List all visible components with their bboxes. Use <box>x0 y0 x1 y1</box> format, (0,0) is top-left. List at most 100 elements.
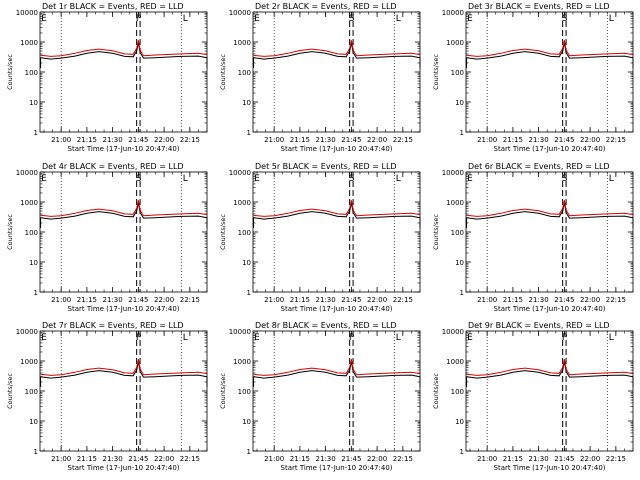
x-axis-label: Start Time (17-Jun-10 20:47:40) <box>281 305 393 313</box>
panel-det-7: Det 7r BLACK = Events, RED = LLD 1 10 100 10… <box>6 321 208 472</box>
x-tick-label: 21:30 <box>103 296 123 304</box>
y-tick-label: 10000 <box>229 328 251 336</box>
marker-letter: E <box>41 333 47 343</box>
x-axis-label: Start Time (17-Jun-10 20:47:40) <box>68 305 180 313</box>
x-axis-label: Start Time (17-Jun-10 20:47:40) <box>68 145 180 153</box>
panel-title: Det 9r BLACK = Events, RED = LLD <box>468 321 610 330</box>
panel-det-5: Det 5r BLACK = Events, RED = LLD 1 10 100 10… <box>219 162 421 313</box>
panel-title: Det 8r BLACK = Events, RED = LLD <box>255 321 397 330</box>
y-tick-label: 1000 <box>20 358 38 366</box>
panel-title: Det 5r BLACK = Events, RED = LLD <box>255 162 397 171</box>
y-tick-label: 10 <box>242 259 251 267</box>
x-axis-label: Start Time (17-Jun-10 20:47:40) <box>281 145 393 153</box>
series-line-events <box>40 361 208 379</box>
x-tick-label: 22:15 <box>180 136 200 144</box>
marker-letter: S <box>349 14 355 24</box>
x-tick-label: 21:45 <box>341 296 361 304</box>
y-tick-label: 1000 <box>20 199 38 207</box>
x-tick-label: 21:15 <box>290 296 310 304</box>
y-tick-label: 1000 <box>20 39 38 47</box>
marker-letter: S <box>136 174 142 184</box>
x-tick-label: 21:30 <box>103 136 123 144</box>
series-line-lld <box>466 40 634 57</box>
y-tick-label: 1000 <box>233 358 251 366</box>
x-tick-label: 21:30 <box>529 296 549 304</box>
y-tick-label: 100 <box>25 69 38 77</box>
y-tick-label: 1 <box>460 129 464 137</box>
y-axis-label: Counts/sec <box>219 373 227 409</box>
x-tick-label: 22:00 <box>154 455 174 463</box>
y-tick-label: 10000 <box>16 328 38 336</box>
marker-letter: E <box>254 14 260 24</box>
panel-title: Det 7r BLACK = Events, RED = LLD <box>42 321 184 330</box>
series-line-events <box>466 42 634 60</box>
plot-frame <box>252 330 421 452</box>
y-axis-label: Counts/sec <box>219 54 227 90</box>
marker-letter: E <box>467 333 473 343</box>
x-tick-label: 21:45 <box>128 136 148 144</box>
plot-frame <box>252 171 421 293</box>
panel-det-8: Det 8r BLACK = Events, RED = LLD 1 10 100 10… <box>219 321 421 472</box>
x-tick-label: 21:00 <box>51 455 71 463</box>
x-tick-label: 22:00 <box>154 136 174 144</box>
marker-letter: L <box>609 14 614 24</box>
plot-frame <box>39 11 208 133</box>
y-tick-label: 100 <box>25 229 38 237</box>
x-tick-label: 21:45 <box>128 296 148 304</box>
y-tick-label: 10000 <box>16 9 38 17</box>
y-tick-label: 10 <box>29 99 38 107</box>
y-tick-label: 10 <box>242 99 251 107</box>
marker-letter: E <box>41 174 47 184</box>
marker-letter: L <box>396 14 401 24</box>
x-tick-label: 22:15 <box>393 455 413 463</box>
x-tick-label: 21:15 <box>503 136 523 144</box>
series-line-events <box>466 361 634 379</box>
marker-letter: L <box>183 333 188 343</box>
x-tick-label: 22:15 <box>606 136 626 144</box>
plot-frame <box>465 171 634 293</box>
series-line-lld <box>466 200 634 217</box>
x-tick-label: 21:15 <box>503 296 523 304</box>
x-tick-label: 22:00 <box>367 136 387 144</box>
y-tick-label: 100 <box>451 229 464 237</box>
y-tick-label: 10 <box>29 418 38 426</box>
marker-letter: P <box>562 333 568 343</box>
x-axis-label: Start Time (17-Jun-10 20:47:40) <box>68 464 180 472</box>
series-line-events <box>253 361 421 379</box>
y-tick-label: 1 <box>247 448 251 456</box>
y-tick-label: 1 <box>460 289 464 297</box>
y-axis-label: Counts/sec <box>6 373 14 409</box>
x-tick-label: 21:45 <box>341 136 361 144</box>
y-tick-label: 1 <box>247 129 251 137</box>
x-tick-label: 21:30 <box>316 136 336 144</box>
y-axis-label: Counts/sec <box>6 214 14 250</box>
marker-letter: S <box>349 174 355 184</box>
y-tick-label: 1 <box>34 289 38 297</box>
x-tick-label: 21:45 <box>554 296 574 304</box>
marker-letter: S <box>562 174 568 184</box>
panel-title: Det 6r BLACK = Events, RED = LLD <box>468 162 610 171</box>
y-tick-label: 10 <box>242 418 251 426</box>
y-axis-label: Counts/sec <box>432 54 440 90</box>
y-tick-label: 10000 <box>442 9 464 17</box>
y-tick-label: 1 <box>460 448 464 456</box>
x-tick-label: 21:15 <box>77 455 97 463</box>
x-tick-label: 22:00 <box>580 455 600 463</box>
y-axis-label: Counts/sec <box>432 214 440 250</box>
marker-letter: E <box>254 333 260 343</box>
y-tick-label: 10000 <box>442 328 464 336</box>
x-axis-label: Start Time (17-Jun-10 20:47:40) <box>494 145 606 153</box>
series-line-lld <box>253 200 421 217</box>
y-tick-label: 10000 <box>229 9 251 17</box>
y-tick-label: 10 <box>455 259 464 267</box>
y-tick-label: 100 <box>238 229 251 237</box>
x-tick-label: 21:00 <box>477 296 497 304</box>
series-line-events <box>253 42 421 60</box>
series-line-lld <box>40 359 208 376</box>
x-tick-label: 22:00 <box>154 296 174 304</box>
series-line-events <box>253 202 421 220</box>
plot-frame <box>465 330 634 452</box>
x-axis-label: Start Time (17-Jun-10 20:47:40) <box>494 305 606 313</box>
marker-letter: L <box>609 174 614 184</box>
